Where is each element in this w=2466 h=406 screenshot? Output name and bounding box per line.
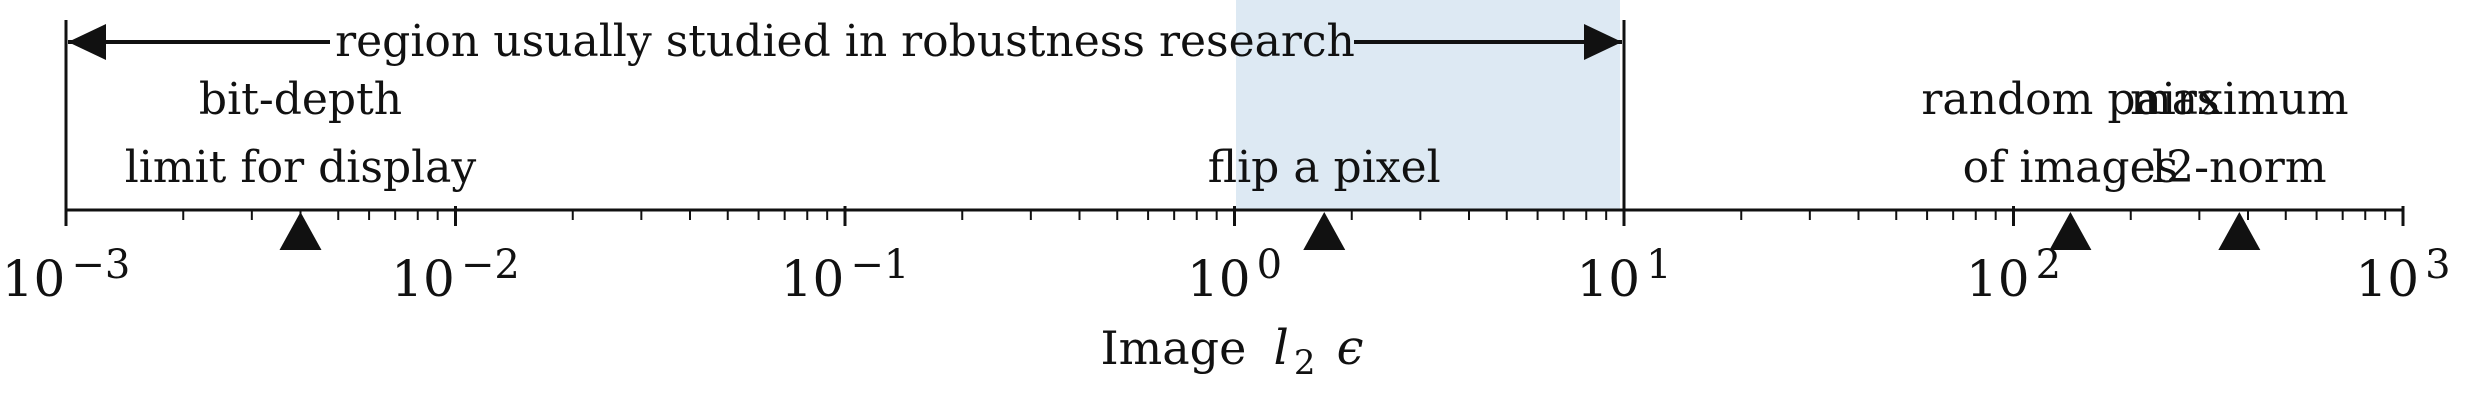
region-shading <box>1236 0 1620 210</box>
tick-label-exponent: −1 <box>850 242 909 288</box>
x-axis-title-subscript: 2 <box>1294 343 1316 383</box>
markers: bit-depth limit for display flip a pixel ra… <box>125 74 2349 250</box>
region-arrowhead-left <box>68 24 106 60</box>
region-arrowhead-right <box>1584 24 1622 60</box>
x-axis-title-prefix: Image <box>1100 321 1246 375</box>
tick-label-base: 10 <box>391 250 455 308</box>
tick-label-exponent: 1 <box>1646 242 1671 288</box>
tick-label-base: 10 <box>781 250 845 308</box>
tick-label: 10 3 <box>2355 242 2450 308</box>
marker-label: of images <box>1963 142 2179 193</box>
x-axis-title: Image l 2 ϵ <box>1100 320 1363 383</box>
tick-label: 10 0 <box>1187 242 1282 308</box>
tick-label: 10 −1 <box>781 242 910 308</box>
x-axis-ticks <box>64 206 2405 226</box>
tick-label-exponent: 0 <box>1257 242 1282 288</box>
marker-triangle <box>2049 212 2092 250</box>
region-bracket: region usually studied in robustness res… <box>64 16 1626 210</box>
tick-label: 10 2 <box>1966 242 2061 308</box>
tick-label-base: 10 <box>1966 250 2030 308</box>
x-axis-title-epsilon: ϵ <box>1337 320 1364 376</box>
tick-label: 10 1 <box>1576 242 1671 308</box>
tick-label-exponent: −3 <box>71 242 130 288</box>
marker-triangle <box>1303 212 1346 250</box>
marker-label: flip a pixel <box>1208 142 1441 193</box>
marker-label: bit-depth <box>199 74 402 125</box>
tick-label-base: 10 <box>2355 250 2419 308</box>
marker-label: maximum <box>2130 74 2349 125</box>
marker-triangle <box>2218 212 2261 250</box>
tick-label-base: 10 <box>1187 250 1251 308</box>
marker-label: l2-norm <box>2152 142 2327 193</box>
marker-label: limit for display <box>125 142 477 193</box>
x-axis-title-symbol: l <box>1273 320 1288 376</box>
marker-triangle <box>279 212 322 250</box>
tick-label-exponent: 3 <box>2425 242 2450 288</box>
region-label: region usually studied in robustness res… <box>335 16 1355 67</box>
tick-label-base: 10 <box>1576 250 1640 308</box>
marker-label: random pairs <box>1921 74 2219 125</box>
tick-label: 10 −2 <box>391 242 520 308</box>
x-axis-tick-labels: 10 −3 10 −2 10 −1 10 0 10 1 10 2 10 3 <box>2 242 2451 308</box>
tick-label: 10 −3 <box>2 242 131 308</box>
tick-label-base: 10 <box>2 250 66 308</box>
tick-label-exponent: −2 <box>461 242 520 288</box>
x-axis-minor-ticks <box>182 210 2387 220</box>
